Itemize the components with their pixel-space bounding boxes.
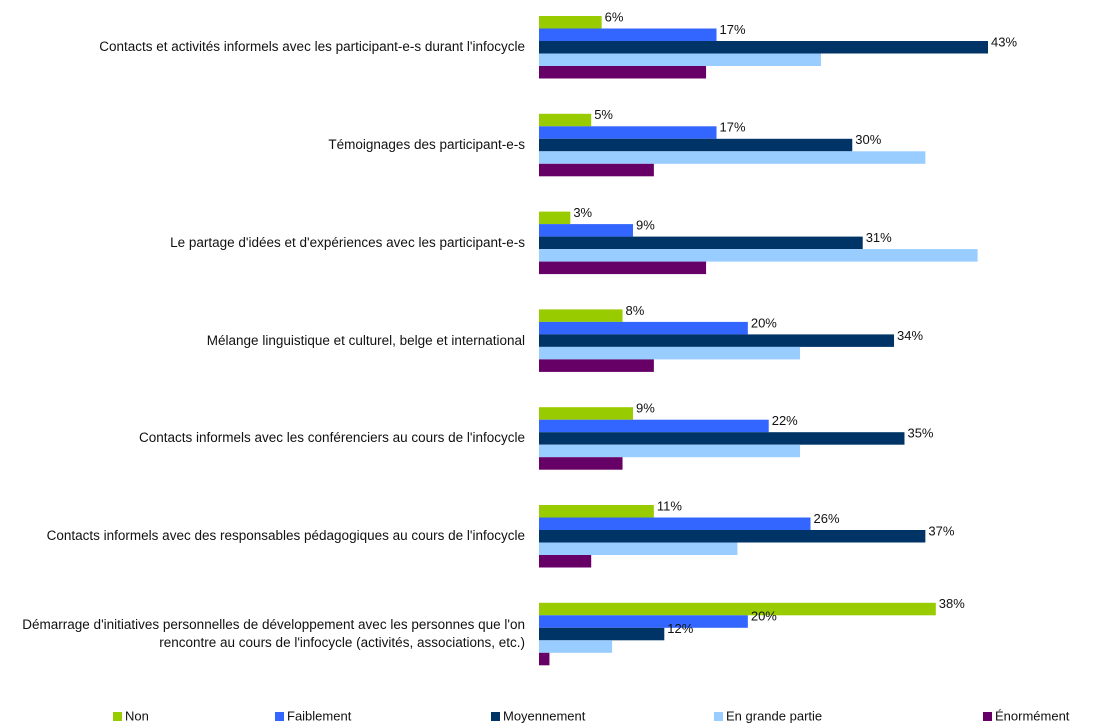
- bar: [539, 444, 801, 458]
- data-label: 6%: [605, 9, 624, 24]
- category-label: Contacts informels avec les conférencier…: [138, 430, 525, 446]
- category-label: Mélange linguistique et culturel, belge …: [206, 332, 525, 348]
- data-label: 17%: [720, 120, 746, 135]
- data-label: 30%: [855, 132, 881, 147]
- data-label: 43%: [991, 34, 1017, 49]
- legend-swatch: [491, 712, 500, 721]
- data-label: 34%: [897, 328, 923, 343]
- bar: [539, 346, 801, 360]
- bar: [539, 432, 905, 445]
- data-label: 20%: [751, 315, 777, 330]
- legend-label: Faiblement: [287, 708, 352, 723]
- bar: [539, 66, 707, 79]
- bar: [539, 224, 633, 237]
- bar: [539, 602, 936, 616]
- bar: [539, 419, 769, 433]
- bar: [539, 211, 571, 225]
- bar: [539, 236, 863, 250]
- legend-swatch: [983, 712, 992, 721]
- bar: [539, 334, 895, 347]
- data-label: 3%: [573, 205, 592, 220]
- bar: [539, 505, 654, 518]
- bar: [539, 151, 926, 164]
- bar: [539, 627, 665, 641]
- bar: [539, 517, 811, 530]
- data-label: 26%: [814, 511, 840, 526]
- bar: [539, 309, 623, 322]
- category-label: Témoignages des participant-e-s: [328, 137, 525, 153]
- data-label: 31%: [866, 230, 892, 245]
- bar: [539, 138, 853, 152]
- data-label: 9%: [636, 218, 655, 233]
- legend-swatch: [714, 712, 723, 721]
- bar: [539, 407, 633, 420]
- bar: [539, 16, 602, 29]
- legend-swatch: [113, 712, 122, 721]
- bar: [539, 542, 738, 555]
- data-label: 17%: [720, 22, 746, 37]
- bar: [539, 41, 989, 54]
- data-label: 20%: [751, 609, 777, 624]
- legend-label: Énormément: [995, 708, 1070, 723]
- data-label: 35%: [907, 426, 933, 441]
- data-label: 12%: [667, 621, 693, 636]
- bar: [539, 530, 926, 543]
- bar: [539, 640, 613, 653]
- bar: [539, 457, 623, 470]
- legend-label: En grande partie: [726, 708, 822, 723]
- legend-label: Non: [125, 708, 149, 723]
- bar: [539, 615, 748, 628]
- legend-swatch: [275, 712, 284, 721]
- bar: [539, 53, 821, 66]
- bar: [539, 163, 654, 177]
- data-label: 5%: [594, 107, 613, 122]
- bar: [539, 321, 748, 335]
- data-label: 9%: [636, 401, 655, 416]
- bar: [539, 126, 717, 139]
- data-label: 8%: [626, 303, 645, 318]
- bar: [539, 113, 592, 127]
- bar: [539, 28, 717, 41]
- category-label: Le partage d'idées et d'expériences avec…: [170, 234, 525, 250]
- category-label: Démarrage d'initiatives personnelles de …: [22, 617, 525, 651]
- category-label: Contacts informels avec des responsables…: [46, 528, 525, 544]
- bar: [539, 555, 592, 568]
- legend-label: Moyennement: [503, 708, 586, 723]
- bar: [539, 261, 707, 275]
- bar: [539, 249, 978, 262]
- bar: [539, 359, 654, 372]
- data-label: 22%: [772, 413, 798, 428]
- data-label: 11%: [657, 498, 682, 513]
- data-label: 38%: [939, 596, 965, 611]
- bar: [539, 652, 550, 666]
- data-label: 37%: [928, 523, 954, 538]
- category-label: Contacts et activités informels avec les…: [99, 39, 525, 55]
